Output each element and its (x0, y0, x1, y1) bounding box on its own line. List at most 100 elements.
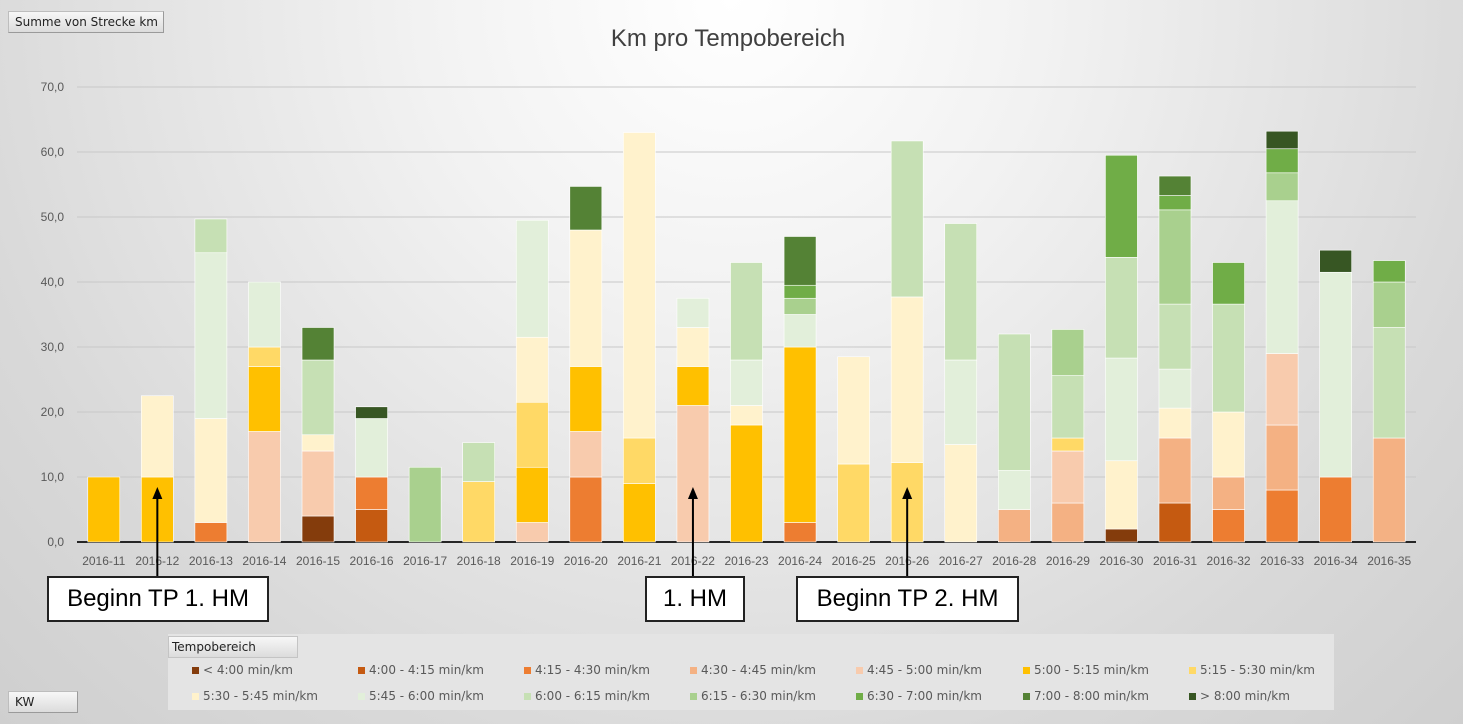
bar-segment[interactable] (783, 297, 817, 315)
bar-segment[interactable] (301, 515, 335, 543)
bar-segment[interactable] (1265, 130, 1299, 150)
bar-segment[interactable] (194, 522, 228, 543)
bar-segment[interactable] (1158, 209, 1192, 305)
bar-segment[interactable] (944, 223, 978, 361)
bar-segment[interactable] (1051, 329, 1085, 376)
bar-segment[interactable] (944, 359, 978, 445)
bar-segment[interactable] (1105, 460, 1138, 530)
bar-segment[interactable] (1212, 303, 1245, 413)
bar-segment[interactable] (1212, 411, 1245, 478)
bar-segment[interactable] (730, 424, 763, 543)
bar-segment[interactable] (730, 262, 763, 361)
bar-segment[interactable] (1212, 476, 1245, 510)
bar-segment[interactable] (1105, 154, 1138, 258)
bar-segment[interactable] (301, 327, 335, 361)
bar-segment[interactable] (1372, 281, 1406, 328)
bar-segment[interactable] (623, 132, 656, 439)
bar-segment[interactable] (783, 346, 817, 523)
bar-segment[interactable] (890, 140, 924, 298)
bar-segment[interactable] (837, 356, 870, 465)
bar-segment[interactable] (1372, 437, 1406, 543)
bar-segment[interactable] (569, 431, 603, 478)
bar-segment[interactable] (623, 437, 656, 484)
bar-segment[interactable] (355, 476, 388, 510)
bar-segment[interactable] (515, 522, 549, 543)
bar-segment[interactable] (783, 284, 817, 299)
bar-segment[interactable] (301, 450, 335, 517)
bar-segment[interactable] (1265, 489, 1299, 543)
bar-segment[interactable] (676, 327, 710, 367)
bar-segment[interactable] (462, 442, 496, 482)
bar-segment[interactable] (515, 336, 549, 403)
bar-segment[interactable] (1265, 200, 1299, 354)
bar-segment[interactable] (1051, 437, 1085, 452)
bar-segment[interactable] (355, 406, 388, 419)
bar-segment[interactable] (569, 366, 603, 432)
bar-segment[interactable] (1105, 528, 1138, 543)
bar-segment[interactable] (837, 463, 870, 543)
bar-segment[interactable] (1105, 256, 1138, 359)
bar-segment[interactable] (248, 346, 281, 367)
bar-segment[interactable] (1158, 175, 1192, 196)
bar-segment[interactable] (1051, 375, 1085, 439)
bar-segment[interactable] (248, 281, 281, 348)
bar-segment[interactable] (1158, 195, 1192, 211)
bar-segment[interactable] (355, 418, 388, 478)
bar-segment[interactable] (1265, 148, 1299, 174)
value-field-button[interactable]: Summe von Strecke km (8, 11, 164, 33)
bar-segment[interactable] (1158, 303, 1192, 370)
bar-segment[interactable] (87, 476, 121, 543)
bar-segment[interactable] (1319, 271, 1352, 478)
bar-segment[interactable] (355, 509, 388, 543)
bar-segment[interactable] (623, 483, 656, 543)
bar-segment[interactable] (783, 314, 817, 348)
bar-segment[interactable] (1265, 172, 1299, 202)
bar-segment[interactable] (1158, 502, 1192, 543)
bar-segment[interactable] (515, 466, 549, 523)
bar-segment[interactable] (515, 219, 549, 338)
bar-segment[interactable] (301, 434, 335, 452)
bar-segment[interactable] (194, 218, 228, 254)
bar-segment[interactable] (783, 522, 817, 543)
bar-segment[interactable] (1319, 249, 1352, 273)
bar-segment[interactable] (1051, 450, 1085, 504)
bar-segment[interactable] (1212, 262, 1245, 305)
bar-segment[interactable] (1158, 368, 1192, 409)
bar-segment[interactable] (783, 236, 817, 286)
bar-segment[interactable] (248, 366, 281, 432)
bar-segment[interactable] (730, 405, 763, 426)
bar-segment[interactable] (1158, 437, 1192, 504)
bar-segment[interactable] (194, 418, 228, 523)
bar-segment[interactable] (997, 333, 1031, 471)
bar-segment[interactable] (1372, 327, 1406, 439)
bar-segment[interactable] (569, 476, 603, 543)
bar-segment[interactable] (515, 401, 549, 468)
legend-field-button[interactable]: Tempobereich (168, 636, 298, 658)
bar-segment[interactable] (730, 359, 763, 406)
legend-label: < 4:00 min/km (203, 663, 293, 677)
bar-segment[interactable] (408, 466, 442, 543)
bar-segment[interactable] (1212, 509, 1245, 543)
bar-segment[interactable] (676, 297, 710, 328)
bar-segment[interactable] (462, 481, 496, 543)
bar-segment[interactable] (1372, 260, 1406, 283)
bar-segment[interactable] (1265, 353, 1299, 426)
bar-segment[interactable] (248, 431, 281, 543)
bar-segment[interactable] (1265, 424, 1299, 491)
bar-segment[interactable] (569, 186, 603, 231)
bar-segment[interactable] (997, 470, 1031, 510)
x-tick-label: 2016-21 (617, 554, 661, 568)
bar-segment[interactable] (1105, 357, 1138, 462)
bar-segment[interactable] (1319, 476, 1352, 543)
bar-segment[interactable] (1158, 407, 1192, 439)
bar-segment[interactable] (944, 444, 978, 543)
bar-segment[interactable] (997, 509, 1031, 543)
bar-segment[interactable] (569, 229, 603, 367)
bar-segment[interactable] (676, 366, 710, 406)
bar-segment[interactable] (141, 395, 174, 478)
bar-segment[interactable] (1051, 502, 1085, 543)
bar-segment[interactable] (301, 359, 335, 436)
bar-segment[interactable] (194, 252, 228, 419)
bar-segment[interactable] (890, 296, 924, 464)
axis-field-button[interactable]: KW (8, 691, 78, 713)
